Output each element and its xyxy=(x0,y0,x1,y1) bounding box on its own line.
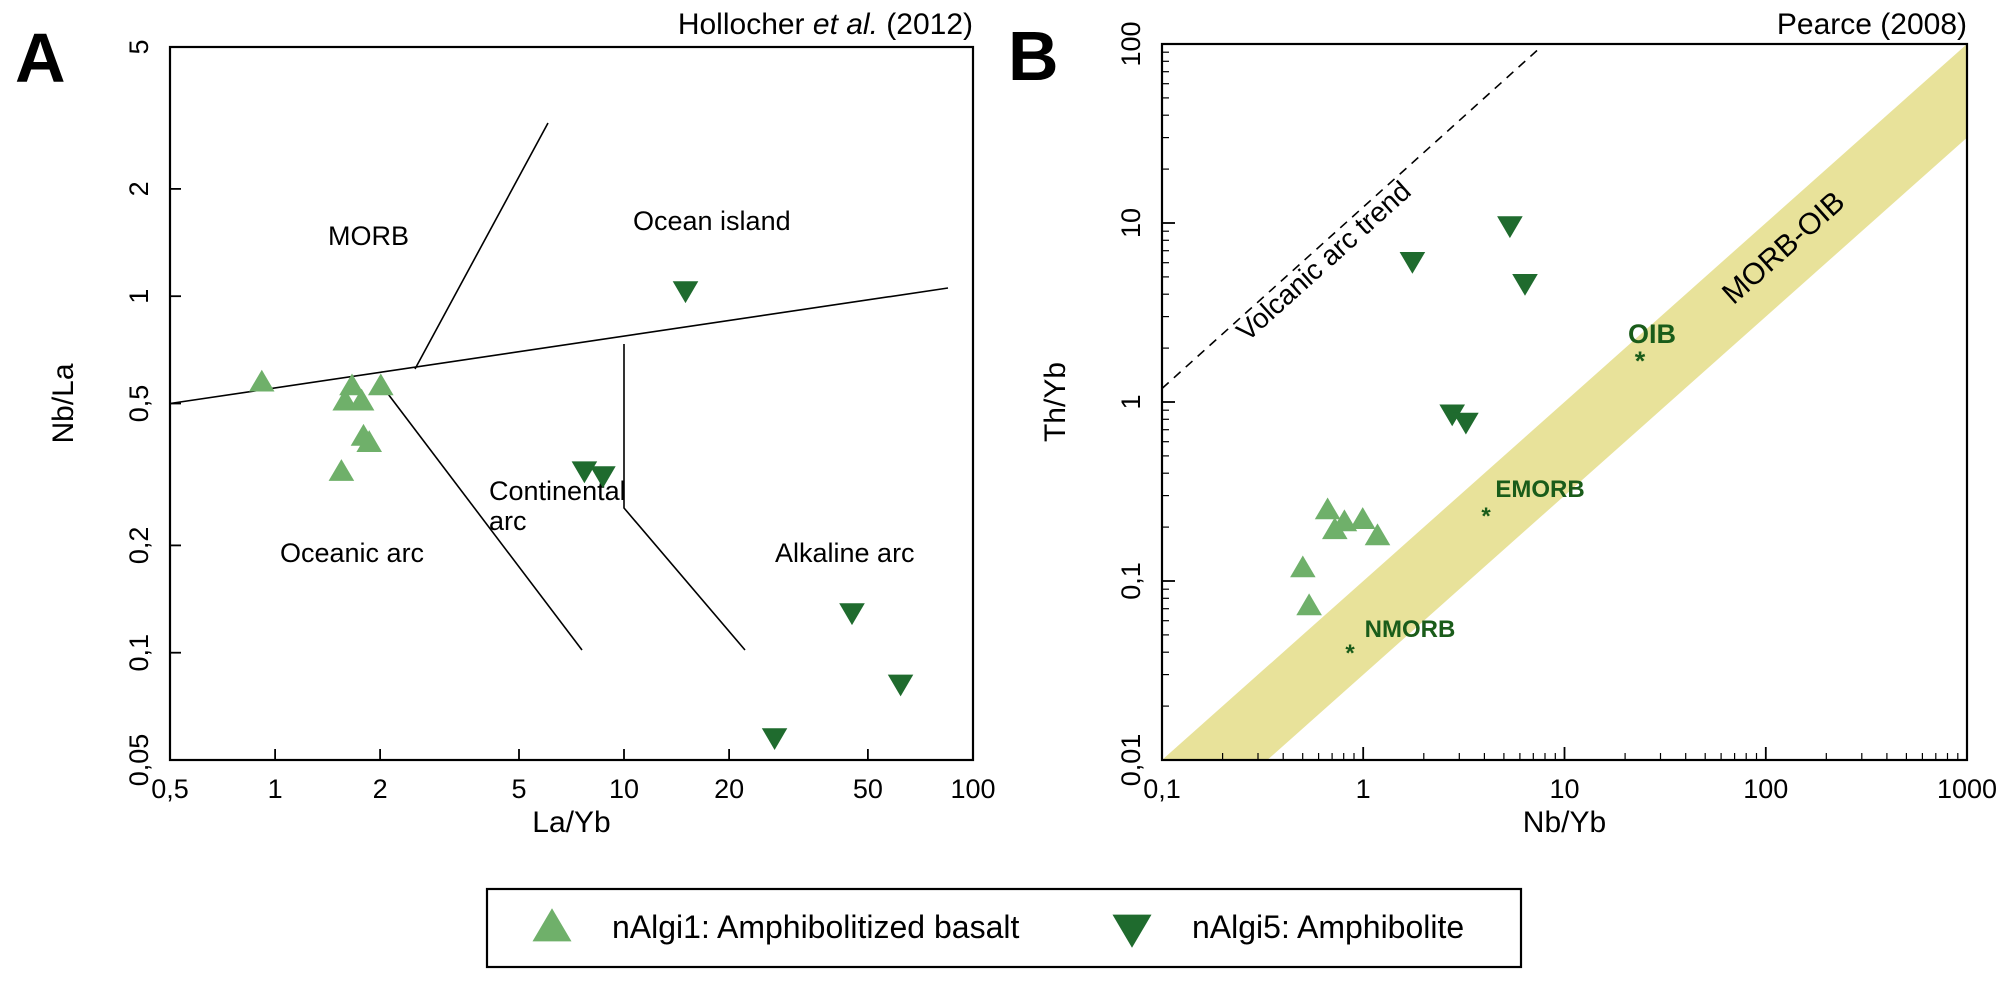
svg-text:Pearce (2008): Pearce (2008) xyxy=(1777,8,1967,41)
svg-text:5: 5 xyxy=(511,774,526,804)
svg-text:0,1: 0,1 xyxy=(1143,774,1181,804)
svg-text:0,01: 0,01 xyxy=(1116,734,1146,787)
svg-text:0,1: 0,1 xyxy=(1116,562,1146,600)
svg-text:100: 100 xyxy=(1116,21,1146,66)
svg-text:10: 10 xyxy=(1116,208,1146,238)
svg-text:1: 1 xyxy=(268,774,283,804)
svg-text:20: 20 xyxy=(714,774,744,804)
svg-text:1: 1 xyxy=(1356,774,1371,804)
svg-text:EMORB: EMORB xyxy=(1495,476,1584,503)
svg-text:Nb/La: Nb/La xyxy=(47,363,80,443)
svg-text:2: 2 xyxy=(373,774,388,804)
svg-text:*: * xyxy=(1635,346,1646,376)
svg-text:0,05: 0,05 xyxy=(124,734,154,787)
svg-text:1: 1 xyxy=(1116,394,1146,409)
svg-text:100: 100 xyxy=(1743,774,1788,804)
svg-text:B: B xyxy=(1008,17,1059,95)
svg-text:50: 50 xyxy=(853,774,883,804)
svg-text:100: 100 xyxy=(950,774,995,804)
svg-text:Th/Yb: Th/Yb xyxy=(1039,362,1072,442)
svg-text:nAlgi1: Amphibolitized basalt: nAlgi1: Amphibolitized basalt xyxy=(612,909,1019,945)
svg-text:La/Yb: La/Yb xyxy=(532,806,610,839)
svg-text:A: A xyxy=(15,19,66,97)
svg-text:Hollocher et al. (2012): Hollocher et al. (2012) xyxy=(678,8,973,41)
svg-text:*: * xyxy=(1481,503,1491,530)
svg-text:0,5: 0,5 xyxy=(124,385,154,423)
svg-text:arc: arc xyxy=(489,506,527,536)
svg-text:nAlgi5: Amphibolite: nAlgi5: Amphibolite xyxy=(1192,909,1464,945)
svg-text:NMORB: NMORB xyxy=(1365,616,1456,643)
svg-text:OIB: OIB xyxy=(1628,319,1676,349)
svg-text:MORB: MORB xyxy=(328,221,409,251)
svg-text:0,5: 0,5 xyxy=(151,774,189,804)
svg-text:Nb/Yb: Nb/Yb xyxy=(1523,806,1606,839)
svg-text:0,2: 0,2 xyxy=(124,527,154,565)
svg-text:*: * xyxy=(1345,640,1355,667)
svg-text:Ocean island: Ocean island xyxy=(633,206,791,236)
svg-text:Oceanic arc: Oceanic arc xyxy=(280,538,424,568)
svg-text:0,1: 0,1 xyxy=(124,634,154,672)
svg-text:1000: 1000 xyxy=(1937,774,1997,804)
svg-text:5: 5 xyxy=(124,39,154,54)
svg-text:Alkaline arc: Alkaline arc xyxy=(775,538,915,568)
svg-text:1: 1 xyxy=(124,289,154,304)
svg-text:10: 10 xyxy=(609,774,639,804)
svg-text:2: 2 xyxy=(124,181,154,196)
svg-text:10: 10 xyxy=(1549,774,1579,804)
